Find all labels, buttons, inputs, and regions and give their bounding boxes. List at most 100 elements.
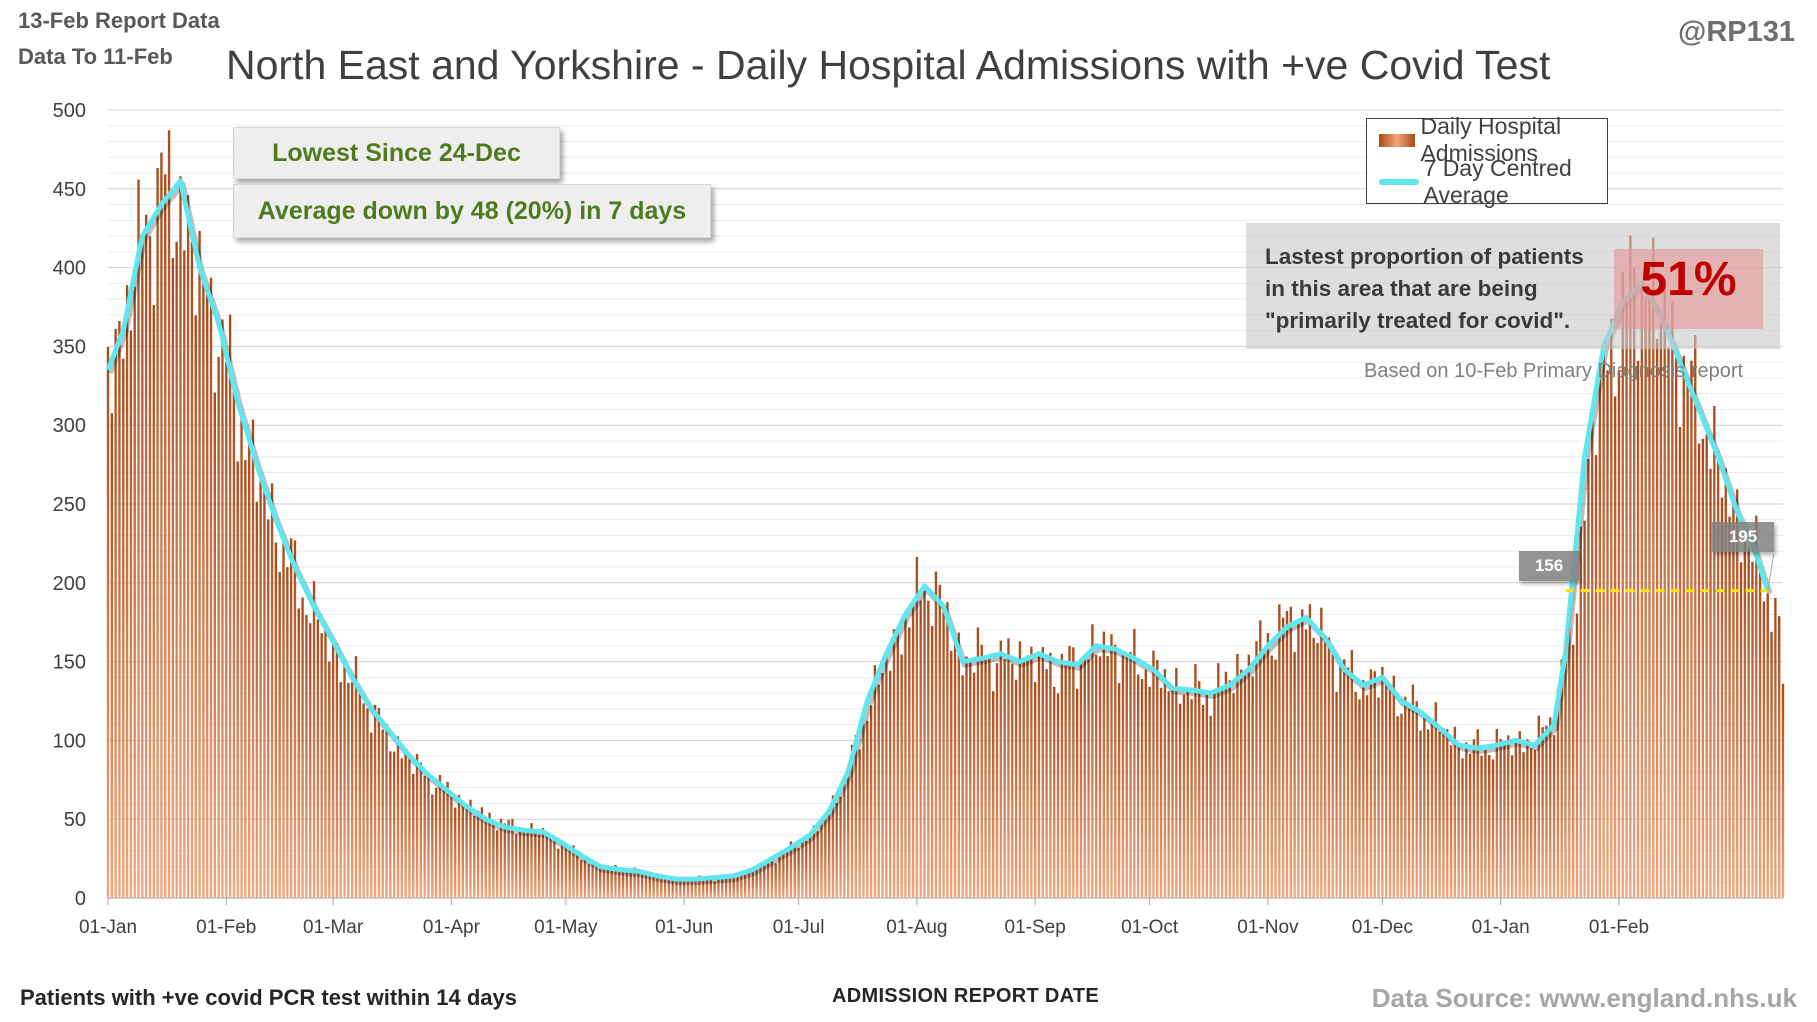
admission-bar [412,773,415,898]
admission-bar [847,775,850,898]
admission-bar [404,754,407,898]
admission-bar [1068,645,1071,898]
admission-bar [320,633,323,898]
admission-bar [1694,334,1697,899]
admission-bar [1171,686,1174,898]
admission-bar [995,663,999,898]
legend-item-average: 7 Day Centred Average [1379,155,1595,208]
admission-bar [1701,438,1705,898]
admission-bar [362,703,365,898]
admission-bar [1098,656,1102,898]
proportion-line-3: "primarily treated for covid". [1265,308,1571,333]
admission-bar [114,328,117,898]
admission-bar [343,665,346,898]
admission-bar [1488,755,1491,898]
admission-bar [1110,634,1113,898]
admission-bar [1209,715,1212,898]
admission-bar [1468,753,1472,898]
admission-bar [1030,646,1033,898]
admission-bar [335,643,339,898]
admission-bar [1308,604,1312,898]
admission-bar [1537,715,1540,898]
admission-bar [1343,659,1346,898]
admission-bar [957,632,961,898]
admission-bar [1224,671,1228,898]
admission-bar [1194,663,1197,898]
admission-bar [213,392,217,898]
admission-bar [144,214,148,898]
admission-bar [1682,355,1685,898]
admission-bar [763,863,766,898]
admission-bar [164,174,167,898]
admission-bar [1430,719,1434,898]
y-tick-label: 300 [53,415,86,437]
admission-bar [560,845,564,898]
admission-bar [682,879,686,898]
admission-bar [106,346,110,898]
admission-bar [1033,682,1037,898]
data-to-label: Data To 11-Feb [18,44,173,69]
admission-bar [1182,694,1186,898]
admission-bar [1728,516,1731,898]
admission-bar [1755,515,1758,898]
admission-bar [1392,675,1396,898]
admission-bar [778,855,781,898]
admission-bar [1274,659,1277,898]
admission-bar [1503,744,1506,898]
admission-bar [1781,683,1785,898]
x-tick-label: 01-Jan [1472,917,1530,938]
admission-bar [950,650,953,898]
admission-bar [839,796,842,898]
admission-bar [518,830,522,898]
admission-bar [129,330,133,898]
admission-bar [1510,755,1514,898]
admission-bar [904,617,907,898]
admission-bar [232,389,236,898]
admission-bar [1579,526,1582,898]
admission-bar [1232,693,1235,898]
admission-bar [293,540,297,898]
admission-bar [331,638,335,898]
admission-bar [122,358,125,898]
admission-bar [873,665,877,898]
admission-bar [1320,607,1323,898]
admission-bar [400,758,403,898]
admission-bar [1323,638,1327,898]
admission-bar [614,864,617,898]
admission-bar [1228,680,1231,898]
chart-legend: Daily Hospital Admissions 7 Day Centred … [1366,113,1608,208]
admission-bar [667,877,671,898]
admission-bar [1381,666,1384,898]
admission-bar [381,729,384,898]
admission-bar [221,319,224,898]
admission-bar [591,860,594,898]
admission-bar [1541,727,1544,898]
admission-bar [1045,669,1048,898]
admission-bar [1732,499,1735,898]
admission-bar [1404,696,1407,898]
admission-bar [728,874,732,898]
admission-bar [1136,674,1140,898]
y-tick-label: 500 [53,100,86,122]
callout-average-change: Average down by 48 (20%) in 7 days [233,184,711,238]
admission-bar [1724,468,1727,898]
admission-bar [431,794,434,898]
legend-item-bars: Daily Hospital Admissions [1379,113,1595,166]
admission-bar [1297,619,1300,898]
admission-bar [446,781,449,898]
admission-bar [969,662,972,898]
admission-bar [1507,735,1510,898]
admission-bar [1751,561,1754,898]
admission-bar [1449,745,1453,898]
legend-label-average: 7 Day Centred Average [1423,155,1572,208]
admission-bar [1743,542,1747,898]
admission-bar [480,807,484,898]
admission-bar [736,875,739,898]
admission-bar [793,846,796,898]
admission-bar [976,627,980,898]
admission-bar [812,825,816,898]
admission-bar [820,818,823,898]
admission-bar [1411,684,1415,898]
admission-bar [110,413,113,898]
admission-bar [1243,674,1247,898]
